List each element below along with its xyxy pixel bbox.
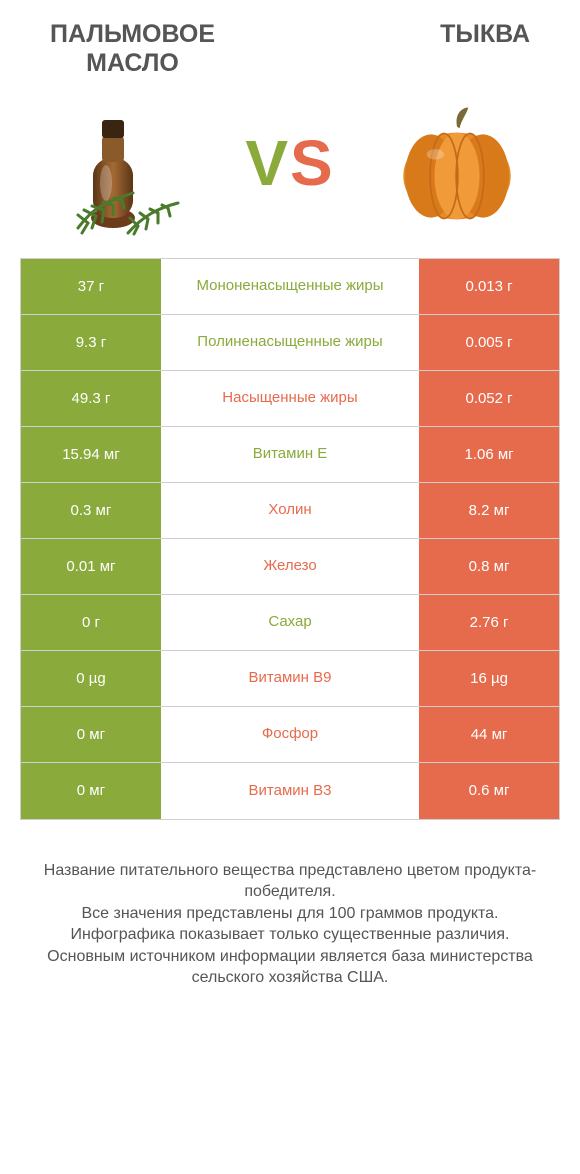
nutrient-label: Железо (161, 539, 419, 594)
table-row: 0.01 мгЖелезо0.8 мг (21, 539, 559, 595)
nutrient-label: Мононенасыщенные жиры (161, 259, 419, 314)
value-right: 0.6 мг (419, 763, 559, 819)
table-row: 0 гСахар2.76 г (21, 595, 559, 651)
hero-row: VS (0, 78, 580, 258)
comparison-table: 37 гМононенасыщенные жиры0.013 г9.3 гПол… (20, 258, 560, 820)
value-left: 15.94 мг (21, 427, 161, 482)
palm-oil-icon (58, 88, 188, 238)
nutrient-label: Витамин B3 (161, 763, 419, 819)
nutrient-label: Насыщенные жиры (161, 371, 419, 426)
vs-v: V (245, 127, 290, 199)
table-row: 9.3 гПолиненасыщенные жиры0.005 г (21, 315, 559, 371)
vs-label: VS (245, 126, 334, 200)
value-right: 0.005 г (419, 315, 559, 370)
value-left: 0.3 мг (21, 483, 161, 538)
nutrient-label: Холин (161, 483, 419, 538)
value-right: 0.8 мг (419, 539, 559, 594)
table-row: 0 мгФосфор44 мг (21, 707, 559, 763)
vs-s: S (290, 127, 335, 199)
value-right: 0.013 г (419, 259, 559, 314)
footer-note: Название питательного вещества представл… (30, 860, 550, 990)
comparison-infographic: ПАЛЬМОВОЕМАСЛО ТЫКВА (0, 0, 580, 989)
nutrient-label: Витамин E (161, 427, 419, 482)
value-left: 0 мг (21, 763, 161, 819)
nutrient-label: Витамин B9 (161, 651, 419, 706)
value-left: 9.3 г (21, 315, 161, 370)
value-left: 0 µg (21, 651, 161, 706)
value-left: 37 г (21, 259, 161, 314)
titles-row: ПАЛЬМОВОЕМАСЛО ТЫКВА (0, 0, 580, 78)
value-right: 16 µg (419, 651, 559, 706)
title-right: ТЫКВА (440, 20, 530, 78)
value-right: 44 мг (419, 707, 559, 762)
value-left: 0 мг (21, 707, 161, 762)
value-left: 49.3 г (21, 371, 161, 426)
value-right: 2.76 г (419, 595, 559, 650)
table-row: 0 µgВитамин B916 µg (21, 651, 559, 707)
table-row: 49.3 гНасыщенные жиры0.052 г (21, 371, 559, 427)
value-right: 1.06 мг (419, 427, 559, 482)
title-left: ПАЛЬМОВОЕМАСЛО (50, 20, 215, 78)
nutrient-label: Полиненасыщенные жиры (161, 315, 419, 370)
table-row: 0.3 мгХолин8.2 мг (21, 483, 559, 539)
value-left: 0.01 мг (21, 539, 161, 594)
value-right: 0.052 г (419, 371, 559, 426)
nutrient-label: Сахар (161, 595, 419, 650)
value-left: 0 г (21, 595, 161, 650)
pumpkin-icon (392, 88, 522, 238)
value-right: 8.2 мг (419, 483, 559, 538)
nutrient-label: Фосфор (161, 707, 419, 762)
table-row: 37 гМононенасыщенные жиры0.013 г (21, 259, 559, 315)
table-row: 15.94 мгВитамин E1.06 мг (21, 427, 559, 483)
table-row: 0 мгВитамин B30.6 мг (21, 763, 559, 819)
